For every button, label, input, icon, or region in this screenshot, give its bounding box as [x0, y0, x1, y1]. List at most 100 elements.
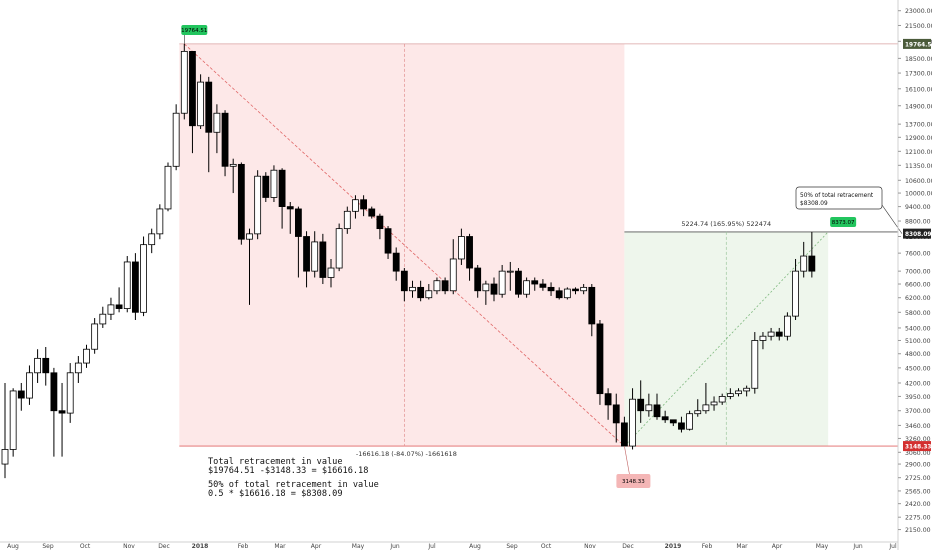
candle-down: [303, 236, 310, 272]
candle-down: [368, 208, 376, 217]
time-tick-label: Jun: [852, 543, 863, 550]
candle-up: [254, 175, 262, 235]
time-tick-label: May: [352, 543, 365, 550]
candle-down: [417, 286, 425, 299]
candle-up: [123, 261, 131, 309]
time-tick-label: Mar: [736, 543, 748, 550]
candle-down: [58, 410, 66, 414]
candle-down: [775, 331, 783, 337]
price-tick-label: 11350.00: [905, 163, 932, 170]
price-tick-label: 2420.00: [905, 501, 931, 508]
time-tick-label: Jul: [427, 543, 436, 550]
price-tick-label: 3260.00: [905, 436, 931, 443]
candle-down: [384, 228, 392, 254]
time-tick-label: Nov: [123, 543, 135, 550]
time-tick-label: Oct: [541, 543, 552, 550]
candle-down: [262, 175, 270, 198]
candle-down: [612, 404, 620, 424]
high-price-label: 19764.51: [181, 28, 207, 34]
price-tick-label: 23000.00: [905, 8, 932, 15]
candle-up: [800, 255, 808, 272]
candle-up: [694, 410, 702, 415]
candle-down: [490, 283, 498, 295]
candle-up: [425, 290, 433, 299]
drop-diagonal: [184, 43, 625, 447]
candle-up: [1, 449, 9, 465]
candle-up: [735, 390, 742, 395]
price-tick-label: 6200.00: [905, 295, 931, 302]
time-tick-label: 2019: [665, 543, 682, 550]
candle-up: [751, 340, 759, 389]
price-tick-label: 7000.00: [905, 269, 931, 276]
axis-tag-current: 8308.09: [905, 232, 931, 238]
axis-tag-low: 3148.33: [905, 445, 931, 451]
candle-down: [678, 422, 685, 430]
price-tick-label: 17300.00: [905, 71, 932, 78]
candle-up: [352, 199, 359, 212]
candle-down: [604, 393, 612, 406]
candle-up: [645, 404, 653, 412]
price-tick-label: 10600.00: [905, 178, 932, 185]
target-price-label: 8373.07: [832, 220, 855, 226]
price-tick-label: 9400.00: [905, 204, 931, 211]
candle-up: [457, 236, 465, 260]
candle-up: [213, 112, 221, 133]
time-tick-label: Dec: [622, 543, 634, 550]
candle-up: [74, 362, 82, 374]
price-tick-label: 4200.00: [905, 380, 931, 387]
price-tick-label: 6600.00: [905, 282, 931, 289]
time-tick-label: Dec: [158, 543, 170, 550]
price-tick-label: 10000.00: [905, 191, 932, 198]
candle-up: [34, 357, 41, 374]
candle-up: [759, 335, 767, 341]
candle-down: [547, 286, 555, 292]
candle-down: [661, 416, 669, 421]
drop-measure-box: [179, 43, 625, 447]
overlay-annotations: 19764.51 3148.33 8373.07 -16616.18 (-84.07%…: [181, 25, 903, 488]
candle-down: [621, 422, 628, 447]
price-tick-label: 4800.00: [905, 351, 931, 358]
callout-box: [795, 186, 883, 210]
candle-down: [808, 255, 816, 272]
candle-up: [91, 323, 99, 350]
candle-up: [66, 372, 74, 414]
price-tick-label: 3700.00: [905, 408, 931, 415]
time-tick-label: 2018: [192, 543, 209, 550]
price-tick-label: 3460.00: [905, 423, 931, 430]
callout-line-1: 50% of total retracement: [800, 193, 874, 199]
high-price-label-box: [181, 25, 208, 35]
candle-up: [629, 398, 636, 447]
price-tick-label: 12100.00: [905, 149, 932, 156]
candle-down: [189, 50, 196, 127]
candle-up: [580, 286, 588, 292]
candle-down: [392, 252, 400, 272]
callout-pointer: [881, 204, 903, 234]
candle-down: [319, 241, 327, 278]
price-axis[interactable]: 23000.0021500.0020000.0018500.0017300.00…: [897, 0, 932, 550]
candle-up: [156, 208, 164, 235]
time-axis[interactable]: Aug Sep Oct Nov Dec 2018 Feb Mar Apr May Jun Jul Aug…: [0, 541, 898, 550]
candle-up: [784, 315, 791, 337]
measure-boxes: [179, 43, 829, 447]
candle-down: [205, 81, 213, 133]
candle-down: [539, 283, 547, 288]
candle-up: [726, 393, 734, 397]
candle-down: [596, 323, 604, 395]
candle-up: [409, 286, 416, 292]
price-tick-label: 2150.00: [905, 527, 931, 534]
candle-up: [498, 270, 506, 295]
time-tick-label: Jun: [389, 543, 400, 550]
note-half-retracement-value: 0.5 * $16616.18 = $8308.09: [208, 489, 343, 499]
candle-down: [572, 288, 579, 292]
price-tick-label: 7600.00: [905, 251, 931, 258]
note-total-retracement-value: $19764.51 -$3148.33 = $16616.18: [208, 466, 369, 476]
low-price-pointer: [624, 446, 630, 475]
candle-down: [515, 270, 522, 295]
price-tick-label: 8800.00: [905, 219, 931, 226]
callout-line-2: $8308.09: [800, 201, 828, 207]
candle-down: [555, 290, 563, 299]
price-tick-label: 5100.00: [905, 338, 931, 345]
time-tick-label: Aug: [7, 543, 19, 550]
time-tick-label: Aug: [469, 543, 481, 550]
